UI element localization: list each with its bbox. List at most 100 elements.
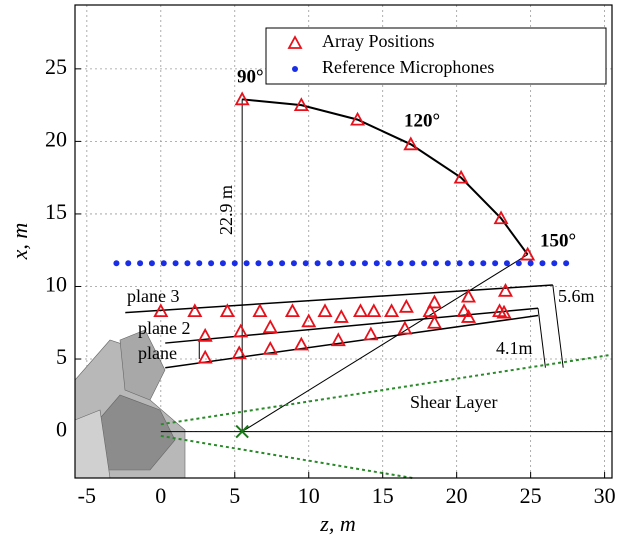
x-tick-label: 10	[298, 483, 320, 508]
reference-microphone	[503, 260, 510, 267]
array-position	[460, 288, 477, 303]
x-tick-label: 5	[229, 483, 240, 508]
array-position	[492, 303, 508, 318]
legend-label: Array Positions	[322, 31, 435, 51]
reference-microphone	[480, 260, 487, 267]
reference-microphone	[148, 260, 155, 267]
radius-line	[241, 254, 528, 432]
reference-microphone	[350, 260, 357, 267]
plot-frame	[74, 4, 613, 479]
x-tick-label: -5	[78, 483, 96, 508]
array-position	[496, 304, 512, 319]
array-position	[520, 246, 536, 261]
array-position	[301, 313, 317, 328]
array-position	[384, 303, 400, 318]
array-position	[317, 303, 333, 318]
reference-microphone	[267, 260, 274, 267]
annotation: plane 2	[138, 318, 190, 338]
reference-microphone	[326, 260, 333, 267]
array-position	[234, 91, 250, 106]
legend-box	[265, 27, 607, 85]
array-position	[403, 136, 419, 151]
reference-microphone	[172, 260, 179, 267]
annotation: 120°	[404, 110, 440, 131]
reference-microphone	[184, 260, 191, 267]
plane-line	[125, 284, 553, 314]
reference-microphone	[279, 260, 286, 267]
x-tick-label: 0	[155, 483, 166, 508]
origin-marker	[235, 424, 249, 439]
shear-layer	[160, 353, 613, 426]
reference-microphone	[196, 260, 203, 267]
reference-microphone	[397, 260, 404, 267]
aircraft	[119, 329, 166, 401]
array-position	[426, 294, 442, 309]
array-position	[231, 345, 247, 360]
reference-microphone	[373, 260, 380, 267]
array-position	[333, 309, 349, 323]
y-tick-label: 10	[45, 272, 67, 297]
y-tick-label: 5	[56, 344, 67, 369]
y-axis-label: x, m	[7, 223, 32, 261]
reference-microphone	[255, 260, 262, 267]
x-tick-label: 15	[372, 483, 394, 508]
reference-microphone	[231, 260, 238, 267]
legend-label: Reference Microphones	[322, 57, 494, 77]
array-position	[197, 349, 213, 364]
array-position	[352, 303, 369, 318]
annotation: plane	[138, 343, 177, 363]
reference-microphone	[243, 260, 250, 267]
reference-microphone	[444, 260, 451, 267]
x-axis-label: z, m	[319, 511, 355, 536]
y-tick-label: 20	[45, 126, 67, 151]
reference-microphone	[125, 260, 132, 267]
reference-microphone	[208, 260, 215, 267]
reference-microphone	[563, 260, 570, 267]
annotation: 22.9 m	[216, 185, 236, 235]
array-position	[350, 111, 366, 126]
array-position	[366, 303, 382, 318]
dim-line	[552, 284, 564, 368]
array-position	[187, 303, 203, 318]
array-position	[426, 314, 442, 329]
array-position	[262, 340, 278, 355]
reference-microphone	[492, 260, 499, 267]
array-position	[219, 303, 235, 318]
reference-microphone	[290, 260, 297, 267]
x-tick-label: 30	[594, 483, 616, 508]
reference-microphone	[527, 260, 534, 267]
reference-microphone	[219, 260, 226, 267]
reference-microphone	[302, 260, 309, 267]
reference-microphone	[551, 260, 558, 267]
plane-line	[165, 307, 539, 344]
array-position	[233, 323, 249, 338]
legend-marker	[292, 66, 298, 72]
array-position	[497, 282, 514, 297]
array-position	[293, 336, 309, 351]
array-position	[398, 298, 414, 313]
array-position	[197, 327, 213, 342]
y-tick-label: 0	[56, 417, 67, 442]
reference-microphone	[385, 260, 392, 267]
x-tick-label: 25	[520, 483, 542, 508]
reference-microphone	[515, 260, 522, 267]
reference-microphone	[421, 260, 428, 267]
reference-microphone	[539, 260, 546, 267]
arc-line	[242, 98, 529, 256]
reference-microphone	[338, 260, 345, 267]
shear-layer	[160, 434, 413, 479]
annotation: plane 3	[127, 286, 179, 306]
legend: Array Positions Reference Microphones	[265, 27, 607, 85]
array-position	[284, 303, 300, 318]
legend-marker	[287, 35, 303, 49]
reference-microphone	[361, 260, 368, 267]
reference-microphone	[314, 260, 321, 267]
reference-microphone	[160, 260, 167, 267]
y-tick-label: 25	[45, 54, 67, 79]
array-position	[262, 319, 278, 334]
reference-microphone	[113, 260, 120, 267]
annotation: 4.1m	[496, 338, 533, 358]
reference-microphone	[456, 260, 463, 267]
